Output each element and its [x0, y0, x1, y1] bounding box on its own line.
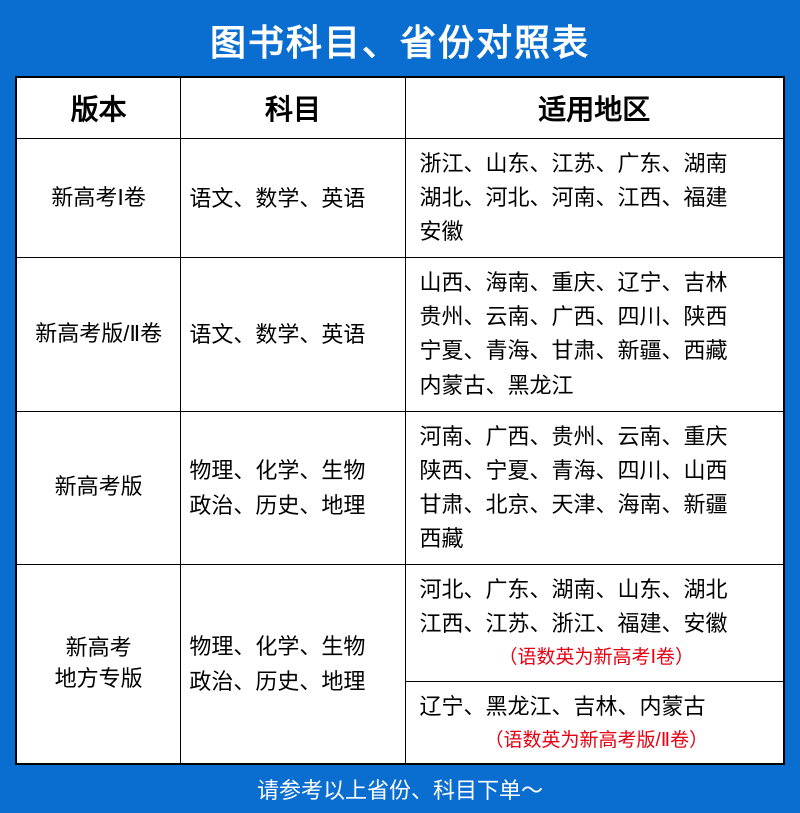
table-row: 新高考版 物理、化学、生物政治、历史、地理 河南、广西、贵州、云南、重庆陕西、宁… [17, 411, 784, 564]
cell-version: 新高考地方专版 [17, 565, 181, 764]
cell-version: 新高考Ⅰ卷 [17, 139, 181, 258]
cell-subject: 物理、化学、生物政治、历史、地理 [181, 411, 405, 564]
page-title: 图书科目、省份对照表 [210, 0, 590, 76]
table-row: 新高考地方专版 物理、化学、生物政治、历史、地理 河北、广东、湖南、山东、湖北江… [17, 565, 784, 682]
cell-region: 河南、广西、贵州、云南、重庆陕西、宁夏、青海、四川、山西甘肃、北京、天津、海南、… [405, 411, 783, 564]
table-row: 新高考版/Ⅱ卷 语文、数学、英语 山西、海南、重庆、辽宁、吉林贵州、云南、广西、… [17, 258, 784, 411]
cell-subject: 语文、数学、英语 [181, 139, 405, 258]
region-text: 辽宁、黑龙江、吉林、内蒙古 [420, 694, 706, 719]
region-text: 河北、广东、湖南、山东、湖北江西、江苏、浙江、福建、安徽 [420, 577, 728, 636]
header-region: 适用地区 [405, 78, 783, 139]
table-header-row: 版本 科目 适用地区 [17, 78, 784, 139]
header-version: 版本 [17, 78, 181, 139]
header-subject: 科目 [181, 78, 405, 139]
cell-region: 浙江、山东、江苏、广东、湖南湖北、河北、河南、江西、福建安徽 [405, 139, 783, 258]
comparison-table-wrap: 版本 科目 适用地区 新高考Ⅰ卷 语文、数学、英语 浙江、山东、江苏、广东、湖南… [15, 76, 785, 765]
region-note: （语数英为新高考Ⅰ卷） [420, 643, 773, 672]
cell-subject: 物理、化学、生物政治、历史、地理 [181, 565, 405, 764]
comparison-table: 版本 科目 适用地区 新高考Ⅰ卷 语文、数学、英语 浙江、山东、江苏、广东、湖南… [16, 77, 784, 764]
cell-version: 新高考版/Ⅱ卷 [17, 258, 181, 411]
footer-text: 请参考以上省份、科目下单～ [257, 765, 543, 813]
region-note: （语数英为新高考版/Ⅱ卷） [420, 726, 773, 755]
cell-region: 辽宁、黑龙江、吉林、内蒙古 （语数英为新高考版/Ⅱ卷） [405, 681, 783, 764]
cell-region: 河北、广东、湖南、山东、湖北江西、江苏、浙江、福建、安徽 （语数英为新高考Ⅰ卷） [405, 565, 783, 682]
cell-subject: 语文、数学、英语 [181, 258, 405, 411]
table-row: 新高考Ⅰ卷 语文、数学、英语 浙江、山东、江苏、广东、湖南湖北、河北、河南、江西… [17, 139, 784, 258]
cell-version: 新高考版 [17, 411, 181, 564]
cell-region: 山西、海南、重庆、辽宁、吉林贵州、云南、广西、四川、陕西宁夏、青海、甘肃、新疆、… [405, 258, 783, 411]
